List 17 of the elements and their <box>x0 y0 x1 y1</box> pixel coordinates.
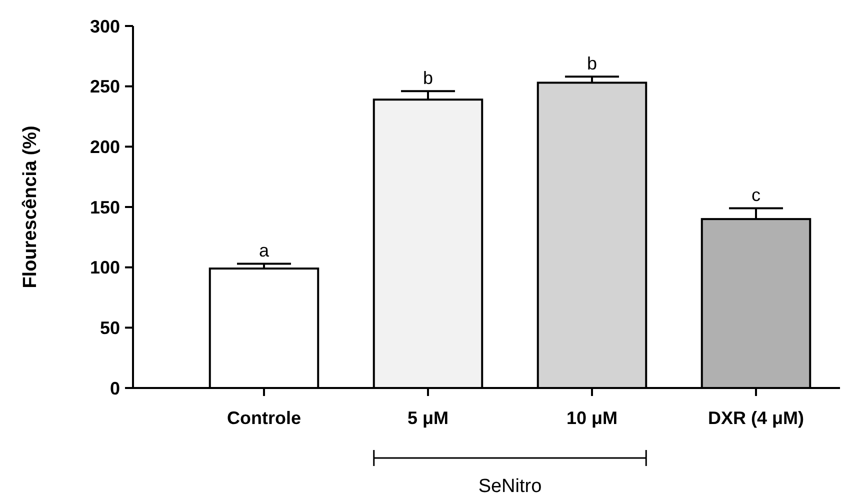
x-tick-label: 10 μM <box>566 408 618 428</box>
y-tick-label: 200 <box>90 136 120 157</box>
x-tick-label: DXR (4 μM) <box>708 408 804 428</box>
y-tick-label: 150 <box>90 197 120 218</box>
y-axis-title: Flourescência (%) <box>20 126 41 288</box>
y-tick-label: 250 <box>90 76 120 97</box>
annotation: b <box>422 68 434 88</box>
annotation: b <box>586 54 598 74</box>
x-tick-label: 5 μM <box>407 408 449 428</box>
y-tick-label: 100 <box>90 258 120 278</box>
y-tick-label: 0 <box>110 378 120 398</box>
y-tick-label: 300 <box>90 16 120 36</box>
annotation: c <box>752 185 760 206</box>
x-tick-label: Controle <box>227 408 301 428</box>
text: SeNitro <box>478 476 542 497</box>
annotation: a <box>258 240 270 261</box>
y-tick-label: 50 <box>100 318 120 338</box>
